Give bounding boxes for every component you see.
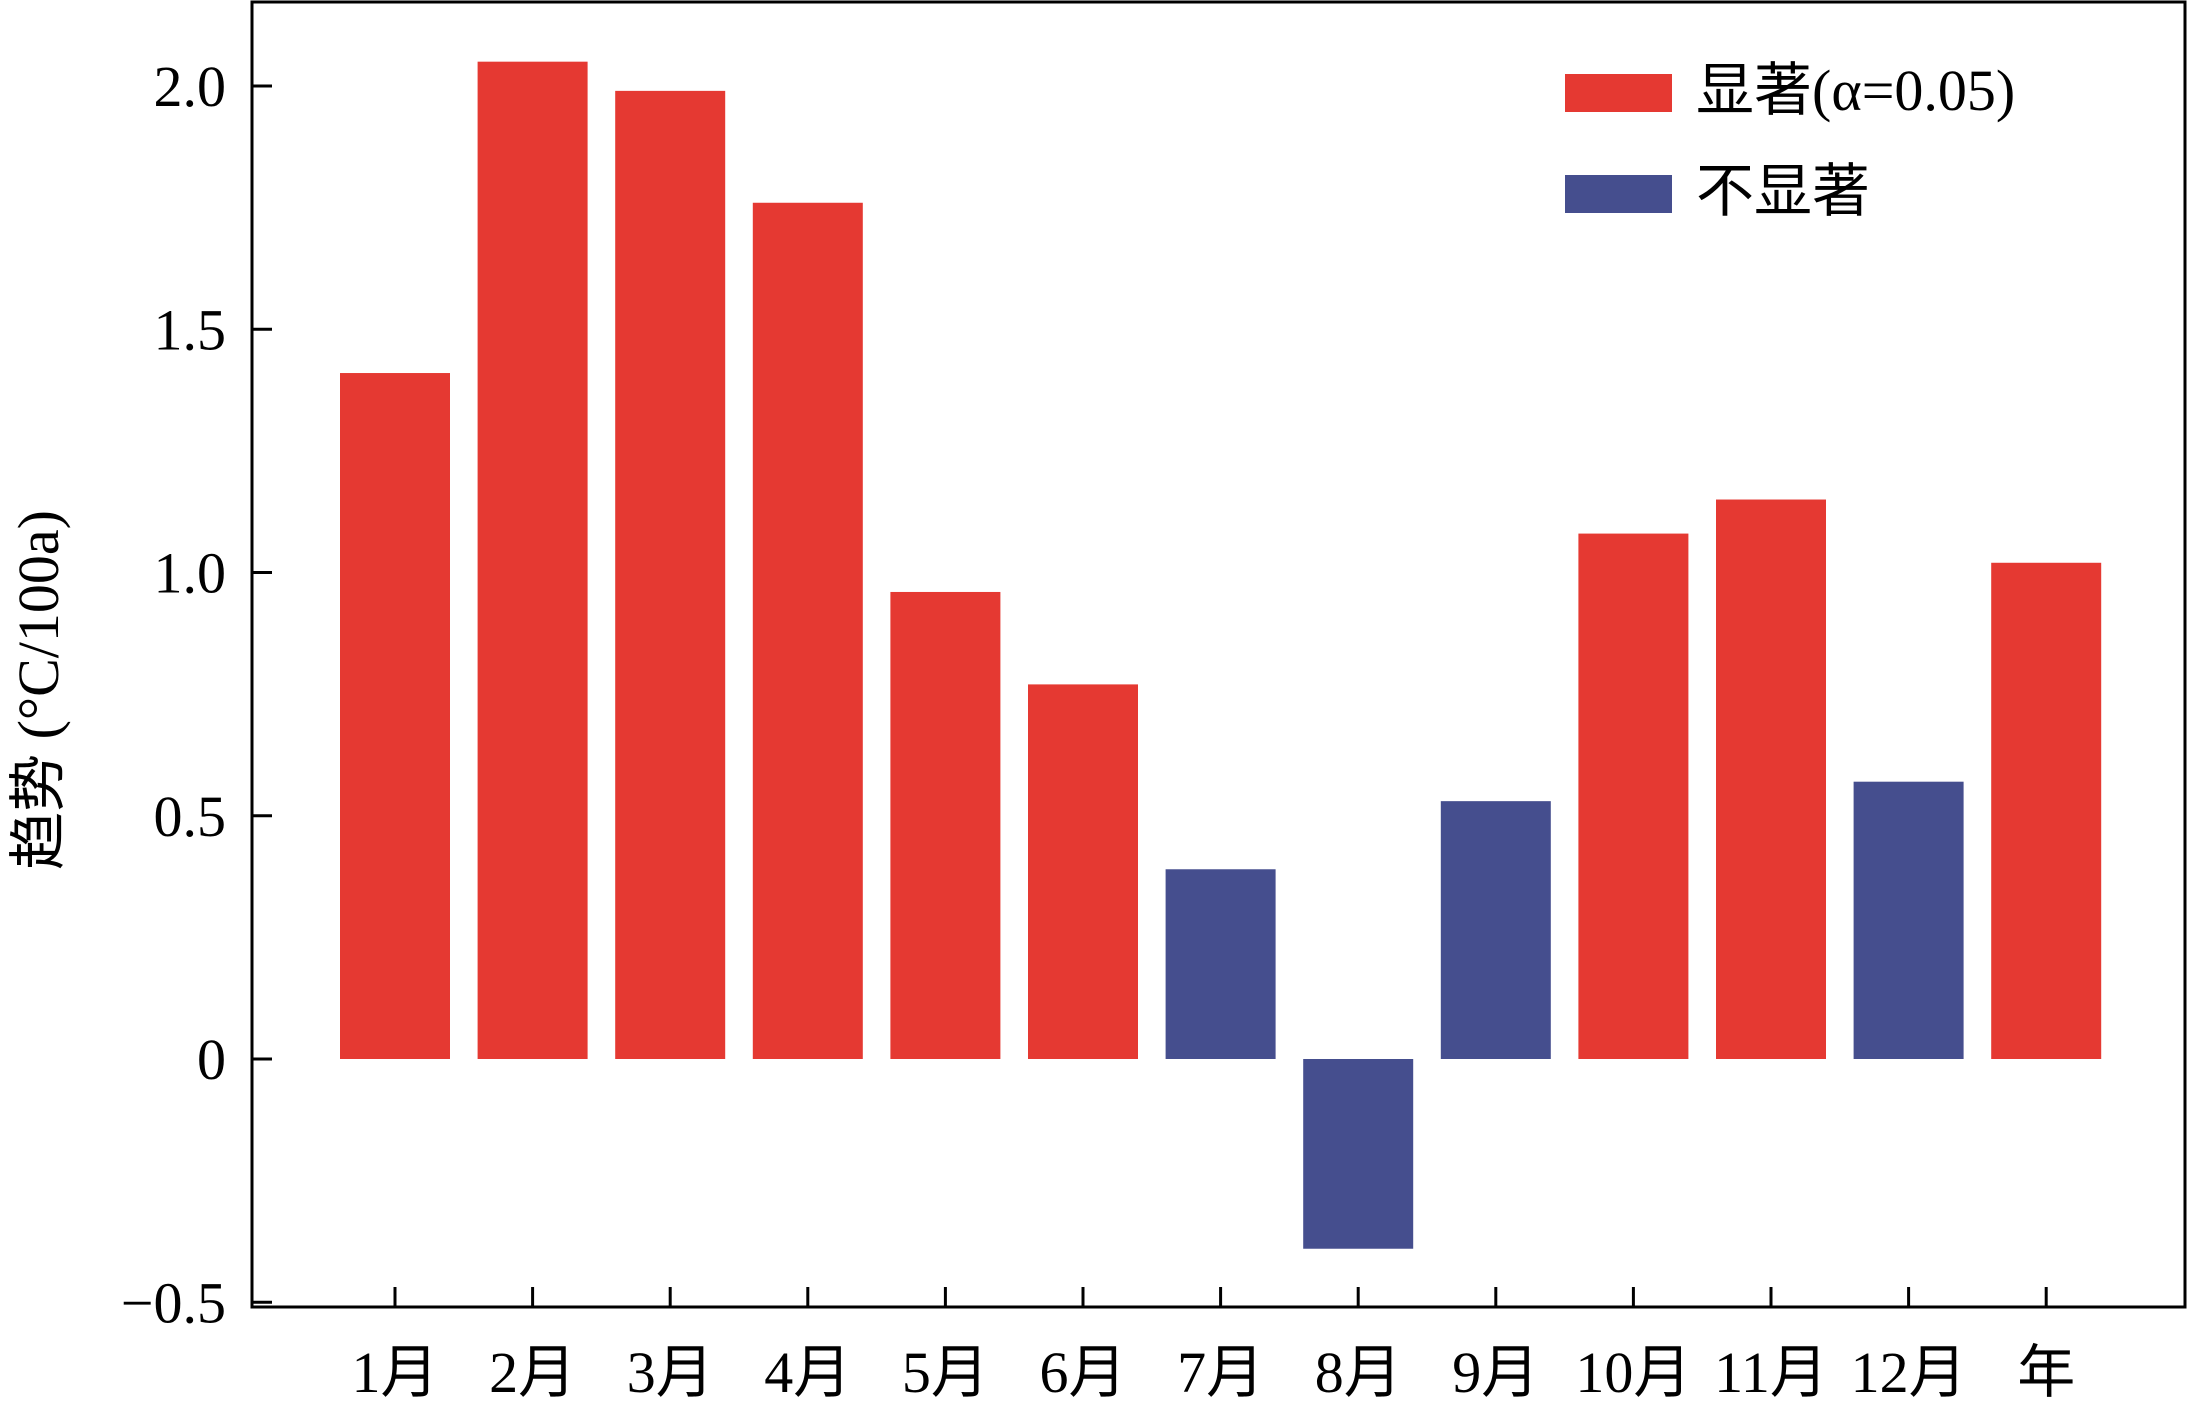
x-tick-label: 1月 <box>351 1340 438 1405</box>
y-tick-label: 2.0 <box>154 54 227 119</box>
bar-12 <box>1853 781 1964 1059</box>
legend: 显著(α=0.05) 不显著 <box>1565 58 2015 224</box>
bar-11 <box>1716 499 1826 1059</box>
bar-5 <box>890 591 1001 1059</box>
bar-2 <box>477 61 588 1060</box>
x-tick-label: 11月 <box>1714 1340 1828 1405</box>
y-tick-label: 0.5 <box>154 784 227 849</box>
bar-3 <box>615 90 726 1060</box>
legend-label: 不显著 <box>1696 159 1870 224</box>
y-tick-label: 0 <box>197 1027 226 1092</box>
legend-swatch <box>1565 175 1672 213</box>
x-tick-label: 3月 <box>627 1340 714 1405</box>
bar-9 <box>1440 801 1551 1059</box>
x-axis-ticks: 1月 2月 3月 4月 5月 6月 7月 8月 9月 10月 11月 12月年 <box>351 1287 2075 1405</box>
x-tick-label: 年 <box>2017 1340 2075 1405</box>
y-tick-label: 1.5 <box>154 297 227 362</box>
x-tick-label: 6月 <box>1039 1340 1126 1405</box>
bar-1 <box>340 373 450 1059</box>
x-tick-label: 8月 <box>1315 1340 1402 1405</box>
bar-series <box>340 61 2102 1249</box>
bar-13 <box>1991 562 2102 1059</box>
bar-6 <box>1028 684 1138 1059</box>
bar-7 <box>1165 869 1276 1059</box>
legend-swatch <box>1565 74 1672 112</box>
y-tick-label: 1.0 <box>154 541 227 606</box>
y-axis-label: 趋势 (°C/100a) <box>6 510 71 870</box>
x-tick-label: 9月 <box>1452 1340 1539 1405</box>
y-tick-label: −0.5 <box>121 1270 226 1335</box>
x-tick-label: 4月 <box>764 1340 851 1405</box>
x-tick-label: 5月 <box>902 1340 989 1405</box>
legend-label: 显著(α=0.05) <box>1696 58 2015 123</box>
y-axis-ticks: 2.0 1.5 1.0 0.5 0 −0.5 <box>121 54 272 1335</box>
x-tick-label: 7月 <box>1177 1340 1264 1405</box>
bar-10 <box>1578 533 1689 1059</box>
x-tick-label: 12月 <box>1851 1340 1967 1405</box>
x-tick-label: 2月 <box>489 1340 576 1405</box>
bar-8 <box>1303 1059 1414 1249</box>
x-tick-label: 10月 <box>1575 1340 1691 1405</box>
bar-4 <box>752 202 863 1059</box>
plot-frame <box>250 0 2187 1309</box>
